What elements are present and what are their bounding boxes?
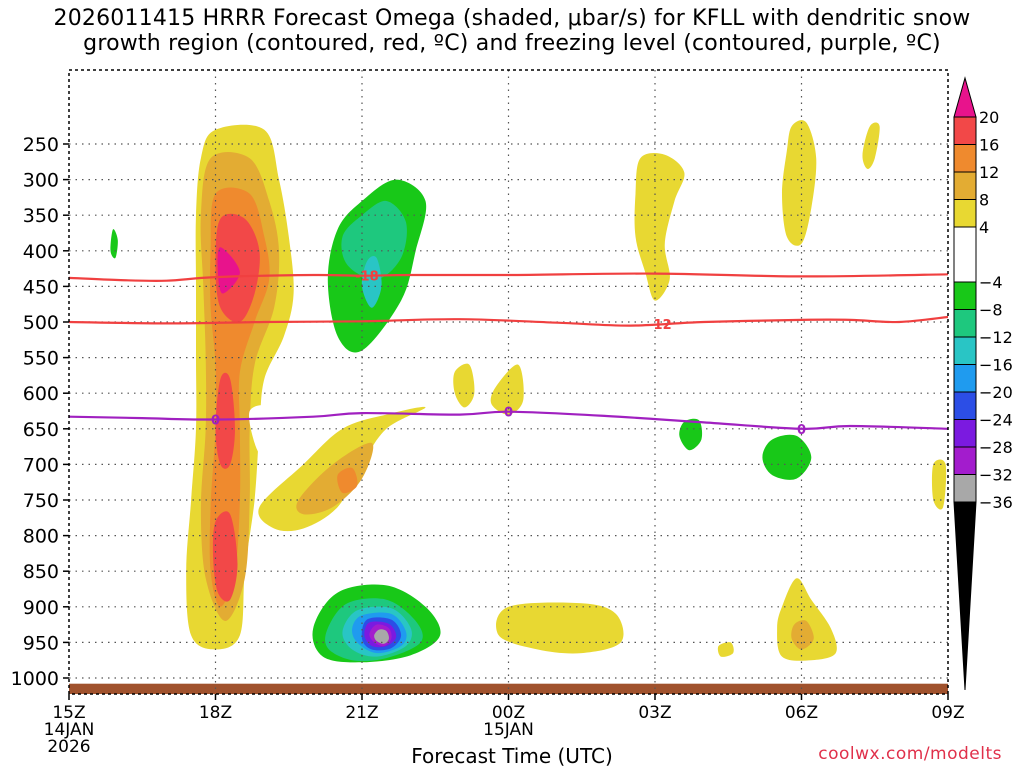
colorbar-label: −8 [979, 301, 1003, 320]
contour-label: 0 [504, 406, 513, 421]
colorbar-label: 16 [979, 136, 999, 155]
colorbar-label: 4 [979, 218, 989, 237]
omega-shaded-region [496, 602, 624, 654]
omega-shaded-region [100, 455, 133, 579]
x-tick-label: 18Z [199, 703, 232, 723]
colorbar-label: −36 [979, 493, 1013, 512]
dendritic-growth-contour [69, 315, 948, 327]
omega-shaded-region [638, 371, 885, 519]
colorbar-swatch [953, 199, 977, 228]
omega-shaded-region [361, 255, 382, 308]
y-tick-label: 350 [23, 205, 59, 227]
y-tick-label: 400 [23, 241, 59, 263]
colorbar-label: 20 [979, 108, 999, 127]
colorbar-swatch [953, 309, 977, 338]
y-tick-label: 800 [23, 526, 59, 548]
chart-title-line-1: 2026011415 HRRR Forecast Omega (shaded, … [53, 6, 971, 31]
omega-shaded-region [862, 122, 880, 169]
omega-shaded-region [110, 229, 118, 259]
omega-shaded-region [931, 459, 947, 510]
dendritic-growth-contour [69, 272, 948, 282]
colorbar-swatch [953, 446, 977, 475]
plot-frame [68, 69, 949, 695]
colorbar-label: −4 [979, 273, 1003, 292]
x-tick-label: 15Z [52, 703, 85, 723]
x-tick-label: 00Z [492, 703, 525, 723]
colorbar-swatch [953, 171, 977, 200]
colorbar-swatch [953, 474, 977, 503]
omega-shaded-region [217, 247, 240, 294]
omega-shaded-region [490, 364, 524, 415]
omega-shaded-region [782, 120, 817, 246]
omega-shaded-region [547, 191, 561, 237]
colorbar-top-triangle [953, 76, 977, 118]
chart-title: 2026011415 HRRR Forecast Omega (shaded, … [0, 6, 1024, 56]
omega-shaded-region [296, 442, 374, 515]
y-tick-label: 550 [23, 348, 59, 370]
colorbar-bottom-triangle [953, 501, 977, 691]
y-tick-label: 500 [23, 312, 59, 334]
omega-shaded-region [453, 363, 475, 408]
x-tick-label: 21Z [345, 703, 378, 723]
omega-shaded-region [70, 98, 79, 287]
omega-shaded-region [341, 200, 407, 280]
colorbar-label: 12 [979, 163, 999, 182]
contour-label: -12 [648, 318, 672, 333]
x-axis-title: Forecast Time (UTC) [411, 744, 613, 768]
chart-title-line-2: growth region (contoured, red, ºC) and f… [83, 31, 941, 56]
omega-shaded-region [374, 629, 389, 644]
y-tick-label: 250 [23, 134, 59, 156]
omega-shaded-region [791, 620, 814, 650]
colorbar-swatch [953, 226, 977, 283]
colorbar-swatch [953, 116, 977, 145]
y-tick-label: 750 [23, 490, 59, 512]
omega-shaded-region [96, 147, 163, 323]
x-tick-label: 2026 [47, 737, 90, 757]
y-tick-label: 1000 [11, 668, 59, 690]
omega-shaded-region [212, 511, 238, 602]
colorbar-label: −32 [979, 466, 1013, 485]
colorbar-swatch [953, 419, 977, 448]
contour-label: 0 [211, 414, 220, 429]
x-tick-label: 06Z [785, 703, 818, 723]
y-tick-label: 450 [23, 276, 59, 298]
omega-shaded-region [546, 279, 577, 315]
y-tick-label: 900 [23, 597, 59, 619]
colorbar-swatch [953, 144, 977, 173]
contour-label: 0 [797, 423, 806, 438]
x-tick-label: 09Z [931, 703, 964, 723]
colorbar-label: −16 [979, 356, 1013, 375]
colorbar-swatch [953, 336, 977, 365]
source-credit[interactable]: coolwx.com/modelts [818, 744, 1002, 764]
colorbar-label: −12 [979, 328, 1013, 347]
colorbar-swatch [953, 364, 977, 393]
omega-shaded-region [215, 372, 235, 469]
colorbar-label: 8 [979, 191, 989, 210]
omega-shaded-region [762, 434, 812, 480]
omega-shaded-region [337, 467, 358, 494]
y-tick-label: 650 [23, 419, 59, 441]
colorbar-label: −20 [979, 383, 1013, 402]
y-tick-label: 700 [23, 454, 59, 476]
contour-label: -18 [355, 270, 379, 285]
colorbar-label: −24 [979, 411, 1013, 430]
x-tick-label: 14JAN [44, 720, 95, 740]
omega-shaded-region [717, 642, 734, 657]
x-tick-label: 03Z [638, 703, 671, 723]
colorbar-label: −28 [979, 438, 1013, 457]
omega-shaded-region [634, 153, 685, 301]
omega-shaded-region [679, 418, 703, 451]
y-tick-label: 850 [23, 561, 59, 583]
x-tick-label: 15JAN [483, 720, 534, 740]
colorbar-swatch [953, 391, 977, 420]
y-tick-label: 950 [23, 632, 59, 654]
freezing-level-contour [69, 410, 948, 430]
omega-shaded-region [777, 578, 837, 661]
colorbar-swatch [953, 281, 977, 310]
y-tick-label: 600 [23, 383, 59, 405]
y-tick-label: 300 [23, 170, 59, 192]
